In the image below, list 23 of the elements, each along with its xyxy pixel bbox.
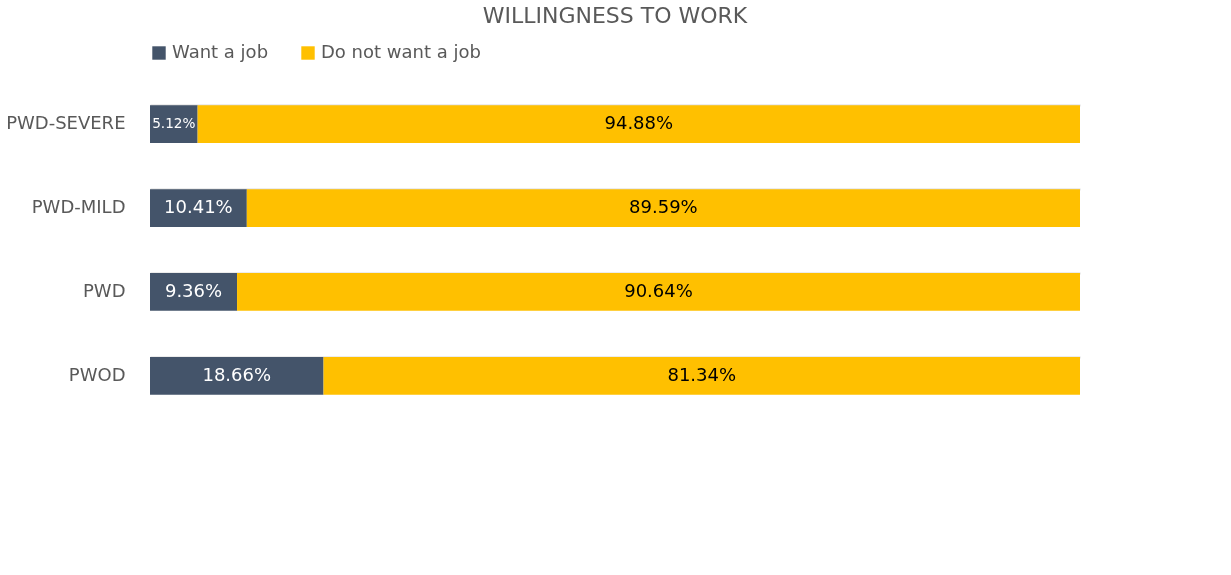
legend-label: Do not want a job (321, 41, 481, 62)
data-label: 18.66% (202, 363, 272, 385)
bar (150, 273, 238, 311)
bar (246, 189, 1080, 227)
data-label: 9.36% (164, 279, 223, 301)
bar (323, 357, 1080, 395)
bar (197, 105, 1080, 143)
data-label: 10.41% (164, 196, 233, 218)
y-tick-label: PWOD (68, 363, 126, 385)
chart-title: WILLINGNESS TO WORK (482, 3, 748, 28)
bar (150, 105, 198, 143)
data-label: 94.88% (604, 112, 674, 134)
y-tick-label: PWD (82, 279, 126, 301)
data-label: 5.12% (152, 115, 196, 132)
legend-label: Want a job (172, 41, 269, 62)
data-label: 89.59% (629, 196, 698, 218)
data-label: 81.34% (667, 363, 737, 385)
y-tick-label: PWD-SEVERE (6, 112, 126, 134)
bar (150, 189, 247, 227)
data-label: 90.64% (624, 279, 693, 301)
bar (237, 273, 1080, 311)
bar (150, 357, 324, 395)
y-tick-label: PWD-MILD (31, 196, 126, 218)
